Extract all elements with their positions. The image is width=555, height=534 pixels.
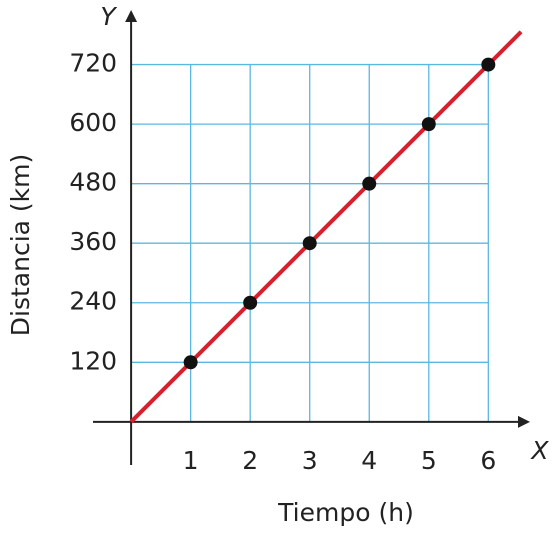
y-tick-label: 240 [69,287,117,316]
data-point [183,355,198,370]
x-tick-label: 2 [242,446,258,475]
data-point [481,57,496,72]
x-axis-arrow [518,415,530,428]
data-point [362,176,377,191]
data-point [302,236,317,251]
y-tick-label: 600 [69,108,117,137]
y-tick-label: 480 [69,168,117,197]
x-tick-label: 5 [421,446,437,475]
line [129,30,523,424]
y-tick-label: 120 [69,346,117,375]
data-point [243,295,258,310]
y-axis-arrow [125,10,138,22]
y-axis-title: Distancia (km) [6,154,35,336]
x-axis-name: X [529,436,549,465]
x-axis-title: Tiempo (h) [277,498,414,527]
y-axis-name: Y [100,2,117,31]
y-tick-label: 360 [69,227,117,256]
x-tick-label: 1 [183,446,199,475]
x-tick-label: 3 [302,446,318,475]
y-tick-label: 720 [69,49,117,78]
data-point [421,117,436,132]
x-tick-label: 6 [480,446,496,475]
x-tick-label: 4 [361,446,377,475]
